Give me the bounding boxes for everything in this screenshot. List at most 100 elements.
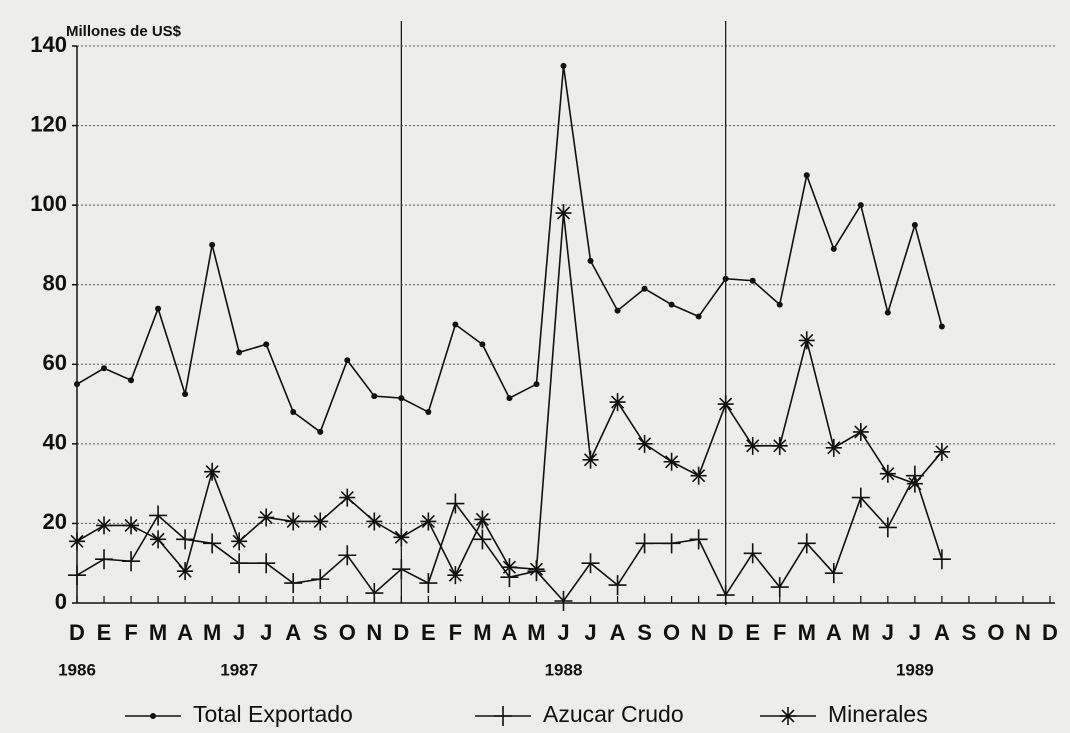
- x-tick-label: J: [260, 620, 272, 645]
- point: [290, 409, 297, 416]
- point: [74, 381, 80, 388]
- x-tick-label: D: [1042, 620, 1058, 645]
- point: [506, 395, 513, 402]
- x-tick-label: F: [449, 620, 462, 645]
- point: [204, 462, 221, 481]
- point: [338, 545, 357, 566]
- point: [803, 172, 810, 179]
- point: [425, 409, 432, 416]
- y-tick-label: 40: [43, 430, 67, 455]
- point: [857, 202, 864, 209]
- x-tick-label: O: [663, 620, 680, 645]
- point: [447, 566, 464, 585]
- point: [231, 532, 248, 551]
- x-tick-label: M: [473, 620, 491, 645]
- point: [452, 321, 459, 328]
- point: [182, 391, 189, 398]
- x-tick-label: J: [557, 620, 569, 645]
- point: [608, 575, 627, 596]
- x-tick-label: M: [527, 620, 545, 645]
- x-tick-label: N: [691, 620, 707, 645]
- point: [317, 428, 324, 435]
- point: [830, 245, 837, 252]
- point: [68, 565, 86, 586]
- point: [398, 395, 405, 402]
- point: [371, 393, 378, 400]
- x-tick-label: S: [637, 620, 652, 645]
- point: [582, 450, 599, 469]
- point: [258, 508, 275, 527]
- point: [879, 464, 896, 483]
- x-tick-label: A: [934, 620, 950, 645]
- point: [446, 493, 465, 514]
- x-tick-label: M: [852, 620, 870, 645]
- point: [662, 533, 681, 554]
- point: [393, 528, 410, 547]
- y-tick-label: 140: [30, 32, 67, 57]
- point: [311, 569, 330, 590]
- point: [581, 553, 600, 574]
- point: [690, 466, 707, 485]
- point: [695, 313, 702, 320]
- x-tick-label: D: [718, 620, 734, 645]
- point: [69, 532, 85, 551]
- point: [743, 543, 762, 564]
- point: [209, 241, 216, 248]
- point: [749, 277, 756, 284]
- x-tick-label: A: [285, 620, 301, 645]
- year-label: 1988: [545, 660, 583, 679]
- point: [101, 365, 108, 372]
- point: [392, 559, 411, 580]
- point: [123, 516, 140, 535]
- point: [852, 422, 869, 441]
- point: [851, 487, 870, 508]
- year-label: 1989: [896, 660, 934, 679]
- point: [668, 301, 675, 308]
- point: [366, 512, 383, 531]
- x-tick-label: J: [909, 620, 921, 645]
- y-tick-label: 80: [43, 271, 67, 296]
- x-tick-label: O: [987, 620, 1004, 645]
- point: [824, 563, 843, 584]
- point: [230, 553, 249, 574]
- point: [587, 257, 594, 264]
- x-tick-label: J: [882, 620, 894, 645]
- point: [878, 517, 897, 538]
- point: [744, 436, 761, 455]
- x-tick-label: A: [610, 620, 626, 645]
- point: [176, 529, 195, 550]
- point: [641, 285, 648, 292]
- y-axis-label: Millones de US$: [66, 23, 182, 40]
- point: [128, 377, 135, 384]
- x-tick-label: N: [1015, 620, 1031, 645]
- x-tick-label: E: [97, 620, 112, 645]
- point: [96, 516, 113, 535]
- x-tick-label: D: [69, 620, 85, 645]
- x-tick-label: A: [501, 620, 517, 645]
- point: [479, 341, 486, 348]
- point: [263, 341, 270, 348]
- point: [825, 438, 842, 457]
- x-tick-label: A: [826, 620, 842, 645]
- point: [312, 512, 329, 531]
- point: [689, 529, 708, 550]
- point: [722, 275, 729, 282]
- point: [938, 323, 945, 330]
- point: [122, 551, 141, 572]
- point: [285, 512, 302, 531]
- point: [560, 62, 567, 69]
- point: [554, 591, 573, 612]
- point: [932, 549, 951, 570]
- legend-marker: [150, 713, 156, 719]
- point: [149, 505, 168, 526]
- point: [884, 309, 891, 316]
- point: [797, 533, 816, 554]
- point: [636, 434, 653, 453]
- point: [474, 510, 491, 529]
- point: [155, 305, 162, 312]
- x-tick-label: E: [745, 620, 760, 645]
- point: [770, 577, 789, 598]
